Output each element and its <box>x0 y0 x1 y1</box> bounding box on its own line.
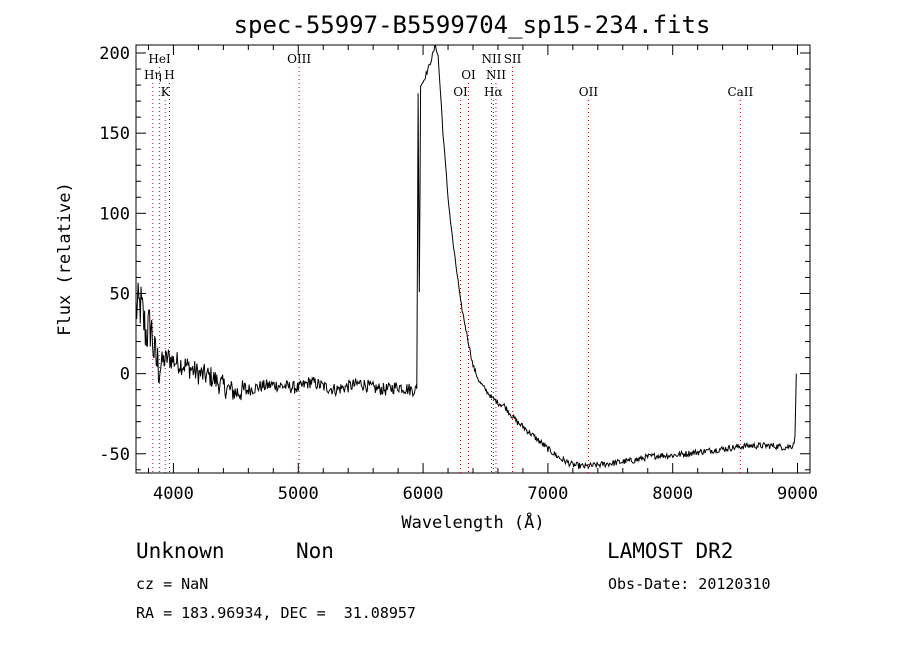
line-marker-label: NII <box>486 68 506 82</box>
survey-label: LAMOST DR2 <box>607 539 734 563</box>
y-axis-ticks: -50 0 50 100 150 200 <box>99 44 810 471</box>
obs-date: Obs-Date: 20120310 <box>608 575 771 593</box>
line-marker-label: OI <box>453 85 468 99</box>
line-marker-label: K <box>161 85 171 99</box>
y-tick-label: -50 <box>99 445 130 465</box>
y-tick-label: 100 <box>99 204 130 224</box>
x-tick-label: 6000 <box>403 484 444 504</box>
y-tick-label: 200 <box>99 44 130 64</box>
y-axis-label: Flux (relative) <box>55 182 75 336</box>
spectrum-plot: spec-55997-B5599704_sp15-234.fits 4000 50… <box>55 11 818 533</box>
line-marker-label: H <box>164 68 174 82</box>
x-tick-label: 9000 <box>777 484 818 504</box>
line-marker-label: NII <box>481 52 501 66</box>
line-marker-label: Hη <box>144 68 162 82</box>
coordinates: RA = 183.96934, DEC = 31.08957 <box>136 604 416 622</box>
x-tick-label: 7000 <box>527 484 568 504</box>
line-marker-label: HeI <box>148 52 171 66</box>
x-tick-label: 5000 <box>278 484 319 504</box>
line-marker-label: OIII <box>287 52 311 66</box>
class-label: Unknown <box>136 539 225 563</box>
line-marker-label: CaII <box>727 85 753 99</box>
y-tick-label: 50 <box>110 284 130 304</box>
x-tick-label: 8000 <box>652 484 693 504</box>
x-axis-label: Wavelength (Å) <box>401 511 544 533</box>
x-tick-label: 4000 <box>153 484 194 504</box>
line-marker-label: Hα <box>484 85 503 99</box>
x-axis-ticks: 4000 5000 6000 7000 8000 9000 <box>147 45 818 504</box>
chart-title: spec-55997-B5599704_sp15-234.fits <box>234 11 711 39</box>
plot-frame <box>135 44 811 474</box>
y-tick-label: 150 <box>99 124 130 144</box>
y-tick-label: 0 <box>120 365 130 385</box>
cz-value: cz = NaN <box>136 575 209 593</box>
line-marker-label: SII <box>504 52 522 66</box>
line-marker-label: OI <box>461 68 476 82</box>
subclass-label: Non <box>296 539 334 563</box>
spectrum-series-line <box>135 44 797 470</box>
line-marker-label: OII <box>579 85 599 99</box>
